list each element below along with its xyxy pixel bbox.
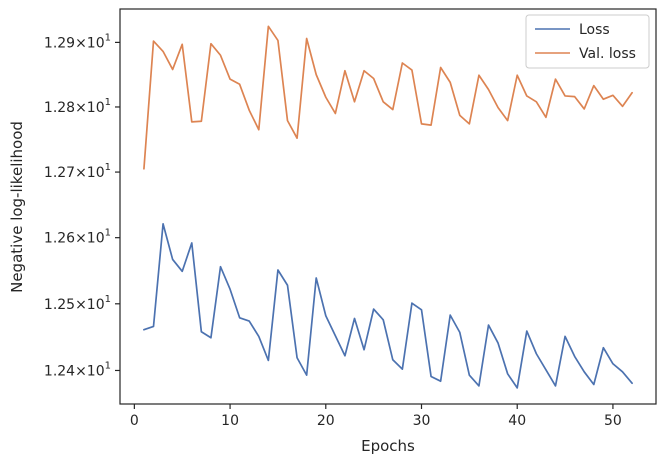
x-tick-label: 20: [317, 413, 335, 429]
y-tick-label: 1.28×101: [44, 97, 111, 116]
x-axis-ticks: 0 10 20 30 40 50: [130, 404, 622, 429]
y-tick-label: 1.29×101: [44, 32, 111, 51]
y-axis-label: Negative log-likelihood: [8, 121, 26, 293]
series-line-loss: [143, 223, 633, 389]
x-tick-label: 50: [604, 413, 622, 429]
series-lines: [143, 25, 633, 389]
x-tick-label: 30: [413, 413, 431, 429]
y-tick-label: 1.25×101: [44, 294, 111, 313]
plot-frame: [119, 8, 657, 405]
y-axis-ticks: 1.24×101 1.25×101 1.26×101 1.27×101 1.28×101…: [44, 32, 120, 379]
y-tick-label: 1.26×101: [44, 228, 111, 247]
legend: Loss Val. loss: [525, 14, 650, 69]
x-tick-label: 0: [130, 413, 139, 429]
legend-label-loss: Loss: [579, 22, 610, 38]
y-tick-label: 1.27×101: [44, 162, 111, 181]
x-tick-label: 10: [221, 413, 239, 429]
series-line-val-loss: [143, 25, 633, 170]
y-tick-label: 1.24×101: [44, 360, 111, 379]
x-axis-label: Epochs: [361, 437, 415, 455]
x-tick-label: 40: [508, 413, 526, 429]
legend-label-val-loss: Val. loss: [579, 46, 636, 62]
